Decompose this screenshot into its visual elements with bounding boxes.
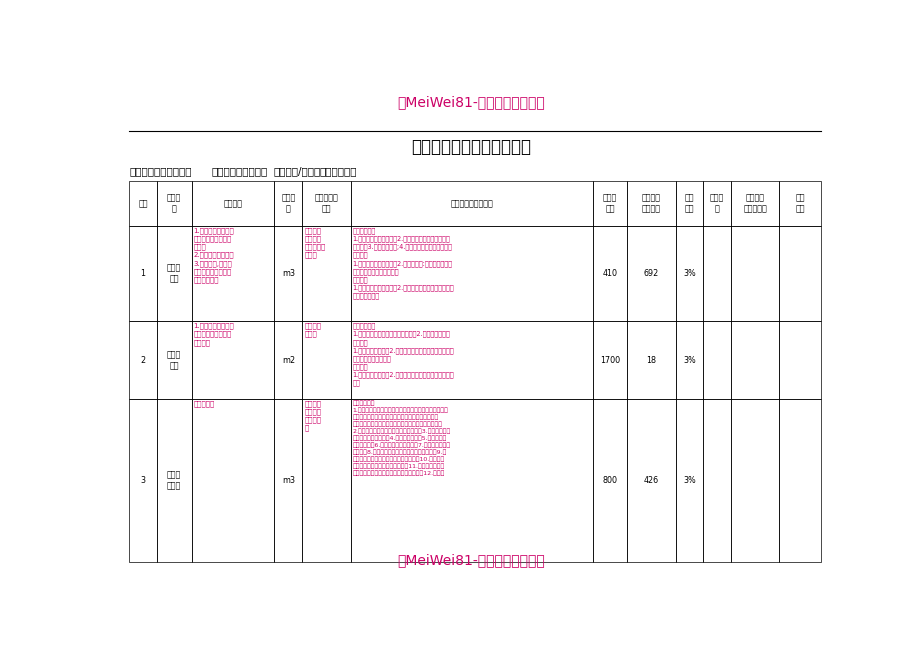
Bar xyxy=(350,399,592,562)
Bar xyxy=(592,181,627,226)
Text: 1700: 1700 xyxy=(599,355,619,365)
Text: 3: 3 xyxy=(141,476,145,485)
Bar xyxy=(274,321,301,399)
Bar xyxy=(702,399,731,562)
Text: 包人工包辅材包机械: 包人工包辅材包机械 xyxy=(211,166,267,176)
Text: 暂定工
程量: 暂定工 程量 xyxy=(602,193,617,214)
Text: 【MeiWei81-优质实用版文档】: 【MeiWei81-优质实用版文档】 xyxy=(397,553,545,567)
Bar xyxy=(350,181,592,226)
Text: 800: 800 xyxy=(602,476,617,485)
Bar xyxy=(675,399,702,562)
Text: 按设计图
示尺寸以
立方米计
算: 按设计图 示尺寸以 立方米计 算 xyxy=(304,400,321,432)
Bar xyxy=(627,181,675,226)
Bar xyxy=(274,399,301,562)
Bar xyxy=(301,321,350,399)
Bar xyxy=(157,226,191,321)
Text: m3: m3 xyxy=(281,269,294,278)
Bar xyxy=(731,226,778,321)
Bar xyxy=(191,226,274,321)
Text: 砌胀膜
墙筑: 砌胀膜 墙筑 xyxy=(167,264,181,284)
Bar xyxy=(731,321,778,399)
Text: 按实际施
工面积: 按实际施 工面积 xyxy=(304,323,321,337)
Bar xyxy=(592,226,627,321)
Bar xyxy=(702,226,731,321)
Bar xyxy=(129,321,157,399)
Text: 砌胀膜
抹灰: 砌胀膜 抹灰 xyxy=(167,350,181,370)
Bar xyxy=(191,181,274,226)
Text: 3%: 3% xyxy=(682,355,695,365)
Bar xyxy=(301,399,350,562)
Text: 410: 410 xyxy=(602,269,617,278)
Text: 426: 426 xyxy=(643,476,658,485)
Bar xyxy=(129,399,157,562)
Text: 692: 692 xyxy=(643,269,658,278)
Bar xyxy=(627,226,675,321)
Bar xyxy=(301,226,350,321)
Text: 2: 2 xyxy=(141,355,145,365)
Text: 一、工作内容
1.砂浆拌运、材料转运；2.基础砌筑、浇水养护、预埋
件预置；3.零星砌筑工作;4.具体工作内容详见附件二。
二、材料
1.承包人提供材料：无；2: 一、工作内容 1.砂浆拌运、材料转运；2.基础砌筑、浇水养护、预埋 件预置；3.… xyxy=(352,227,454,299)
Bar xyxy=(274,226,301,321)
Text: 【MeiWei81-优质实用版文档】: 【MeiWei81-优质实用版文档】 xyxy=(397,96,545,109)
Text: 分包项目/标段：: 分包项目/标段： xyxy=(274,166,321,176)
Text: 工程量计算
规则: 工程量计算 规则 xyxy=(314,193,338,214)
Bar xyxy=(129,181,157,226)
Bar xyxy=(675,321,702,399)
Text: 工程名称：分包类型：: 工程名称：分包类型： xyxy=(129,166,191,176)
Text: 3%: 3% xyxy=(682,476,695,485)
Bar xyxy=(778,321,820,399)
Text: 项目特征: 项目特征 xyxy=(223,199,243,208)
Text: 3%: 3% xyxy=(682,269,695,278)
Bar xyxy=(731,181,778,226)
Text: 增值税
额: 增值税 额 xyxy=(709,193,723,214)
Bar xyxy=(778,181,820,226)
Bar xyxy=(129,226,157,321)
Bar xyxy=(778,399,820,562)
Text: 1: 1 xyxy=(141,269,145,278)
Text: 依据图纸
及现场实
际要求、按
实计量: 依据图纸 及现场实 际要求、按 实计量 xyxy=(304,227,325,258)
Text: 含税综合
单价（元）: 含税综合 单价（元） xyxy=(743,193,766,214)
Bar xyxy=(157,181,191,226)
Text: m2: m2 xyxy=(281,355,295,365)
Bar xyxy=(675,226,702,321)
Text: 分部分项工程量清单计价表: 分部分项工程量清单计价表 xyxy=(411,138,531,156)
Bar xyxy=(592,399,627,562)
Bar xyxy=(301,181,350,226)
Text: 后浇带
混凝土: 后浇带 混凝土 xyxy=(167,470,181,490)
Bar xyxy=(702,181,731,226)
Text: 增值
税率: 增值 税率 xyxy=(684,193,694,214)
Text: 计量单
位: 计量单 位 xyxy=(281,193,295,214)
Bar xyxy=(274,181,301,226)
Text: 项目名
称: 项目名 称 xyxy=(167,193,181,214)
Bar xyxy=(627,321,675,399)
Text: 一、工作内容
1.后浇带清理、混凝土浇筑、振捣、养护、运输、清理，
模板施工缝处凿毛处理、清理模板内杂物、模板刷润
收光、拉细毛、平面起震震覆养护、竖面起刷养护: 一、工作内容 1.后浇带清理、混凝土浇筑、振捣、养护、运输、清理， 模板施工缝处… xyxy=(352,400,450,476)
Bar xyxy=(191,321,274,399)
Bar xyxy=(350,226,592,321)
Text: 18: 18 xyxy=(646,355,656,365)
Bar xyxy=(157,321,191,399)
Bar xyxy=(627,399,675,562)
Text: 商品混凝土: 商品混凝土 xyxy=(193,400,215,407)
Bar xyxy=(675,181,702,226)
Bar xyxy=(702,321,731,399)
Text: 1.砖品种、规格、强
度等级：按照现场实
际要求
2.基础类型：砖基础
3.自拌砂浆,砂浆强
度等级、配合比：按
现场实际要求: 1.砖品种、规格、强 度等级：按照现场实 际要求 2.基础类型：砖基础 3.自拌… xyxy=(193,227,234,283)
Text: 序号: 序号 xyxy=(138,199,148,208)
Text: 一、工作内容
1.材料倒运、基层清理、调制砂浆；2.场内材料运输；
二、材料
1.承包人提供：无；2.分包人提供：除承包人提供的其他
满足施工需要的材料。
三、: 一、工作内容 1.材料倒运、基层清理、调制砂浆；2.场内材料运输； 二、材料 1… xyxy=(352,323,454,386)
Text: m3: m3 xyxy=(281,476,294,485)
Bar xyxy=(731,399,778,562)
Text: 1.自拌砂浆、厚度及
砂浆配合比按现场实
际要求；: 1.自拌砂浆、厚度及 砂浆配合比按现场实 际要求； xyxy=(193,323,234,346)
Bar xyxy=(592,321,627,399)
Bar xyxy=(350,321,592,399)
Text: 结构及粗装修: 结构及粗装修 xyxy=(319,166,357,176)
Text: 不含税单
价（元）: 不含税单 价（元） xyxy=(641,193,660,214)
Text: 分包人主要工作内容: 分包人主要工作内容 xyxy=(449,199,493,208)
Bar xyxy=(778,226,820,321)
Bar xyxy=(191,399,274,562)
Bar xyxy=(157,399,191,562)
Text: 暂定
总价: 暂定 总价 xyxy=(795,193,804,214)
